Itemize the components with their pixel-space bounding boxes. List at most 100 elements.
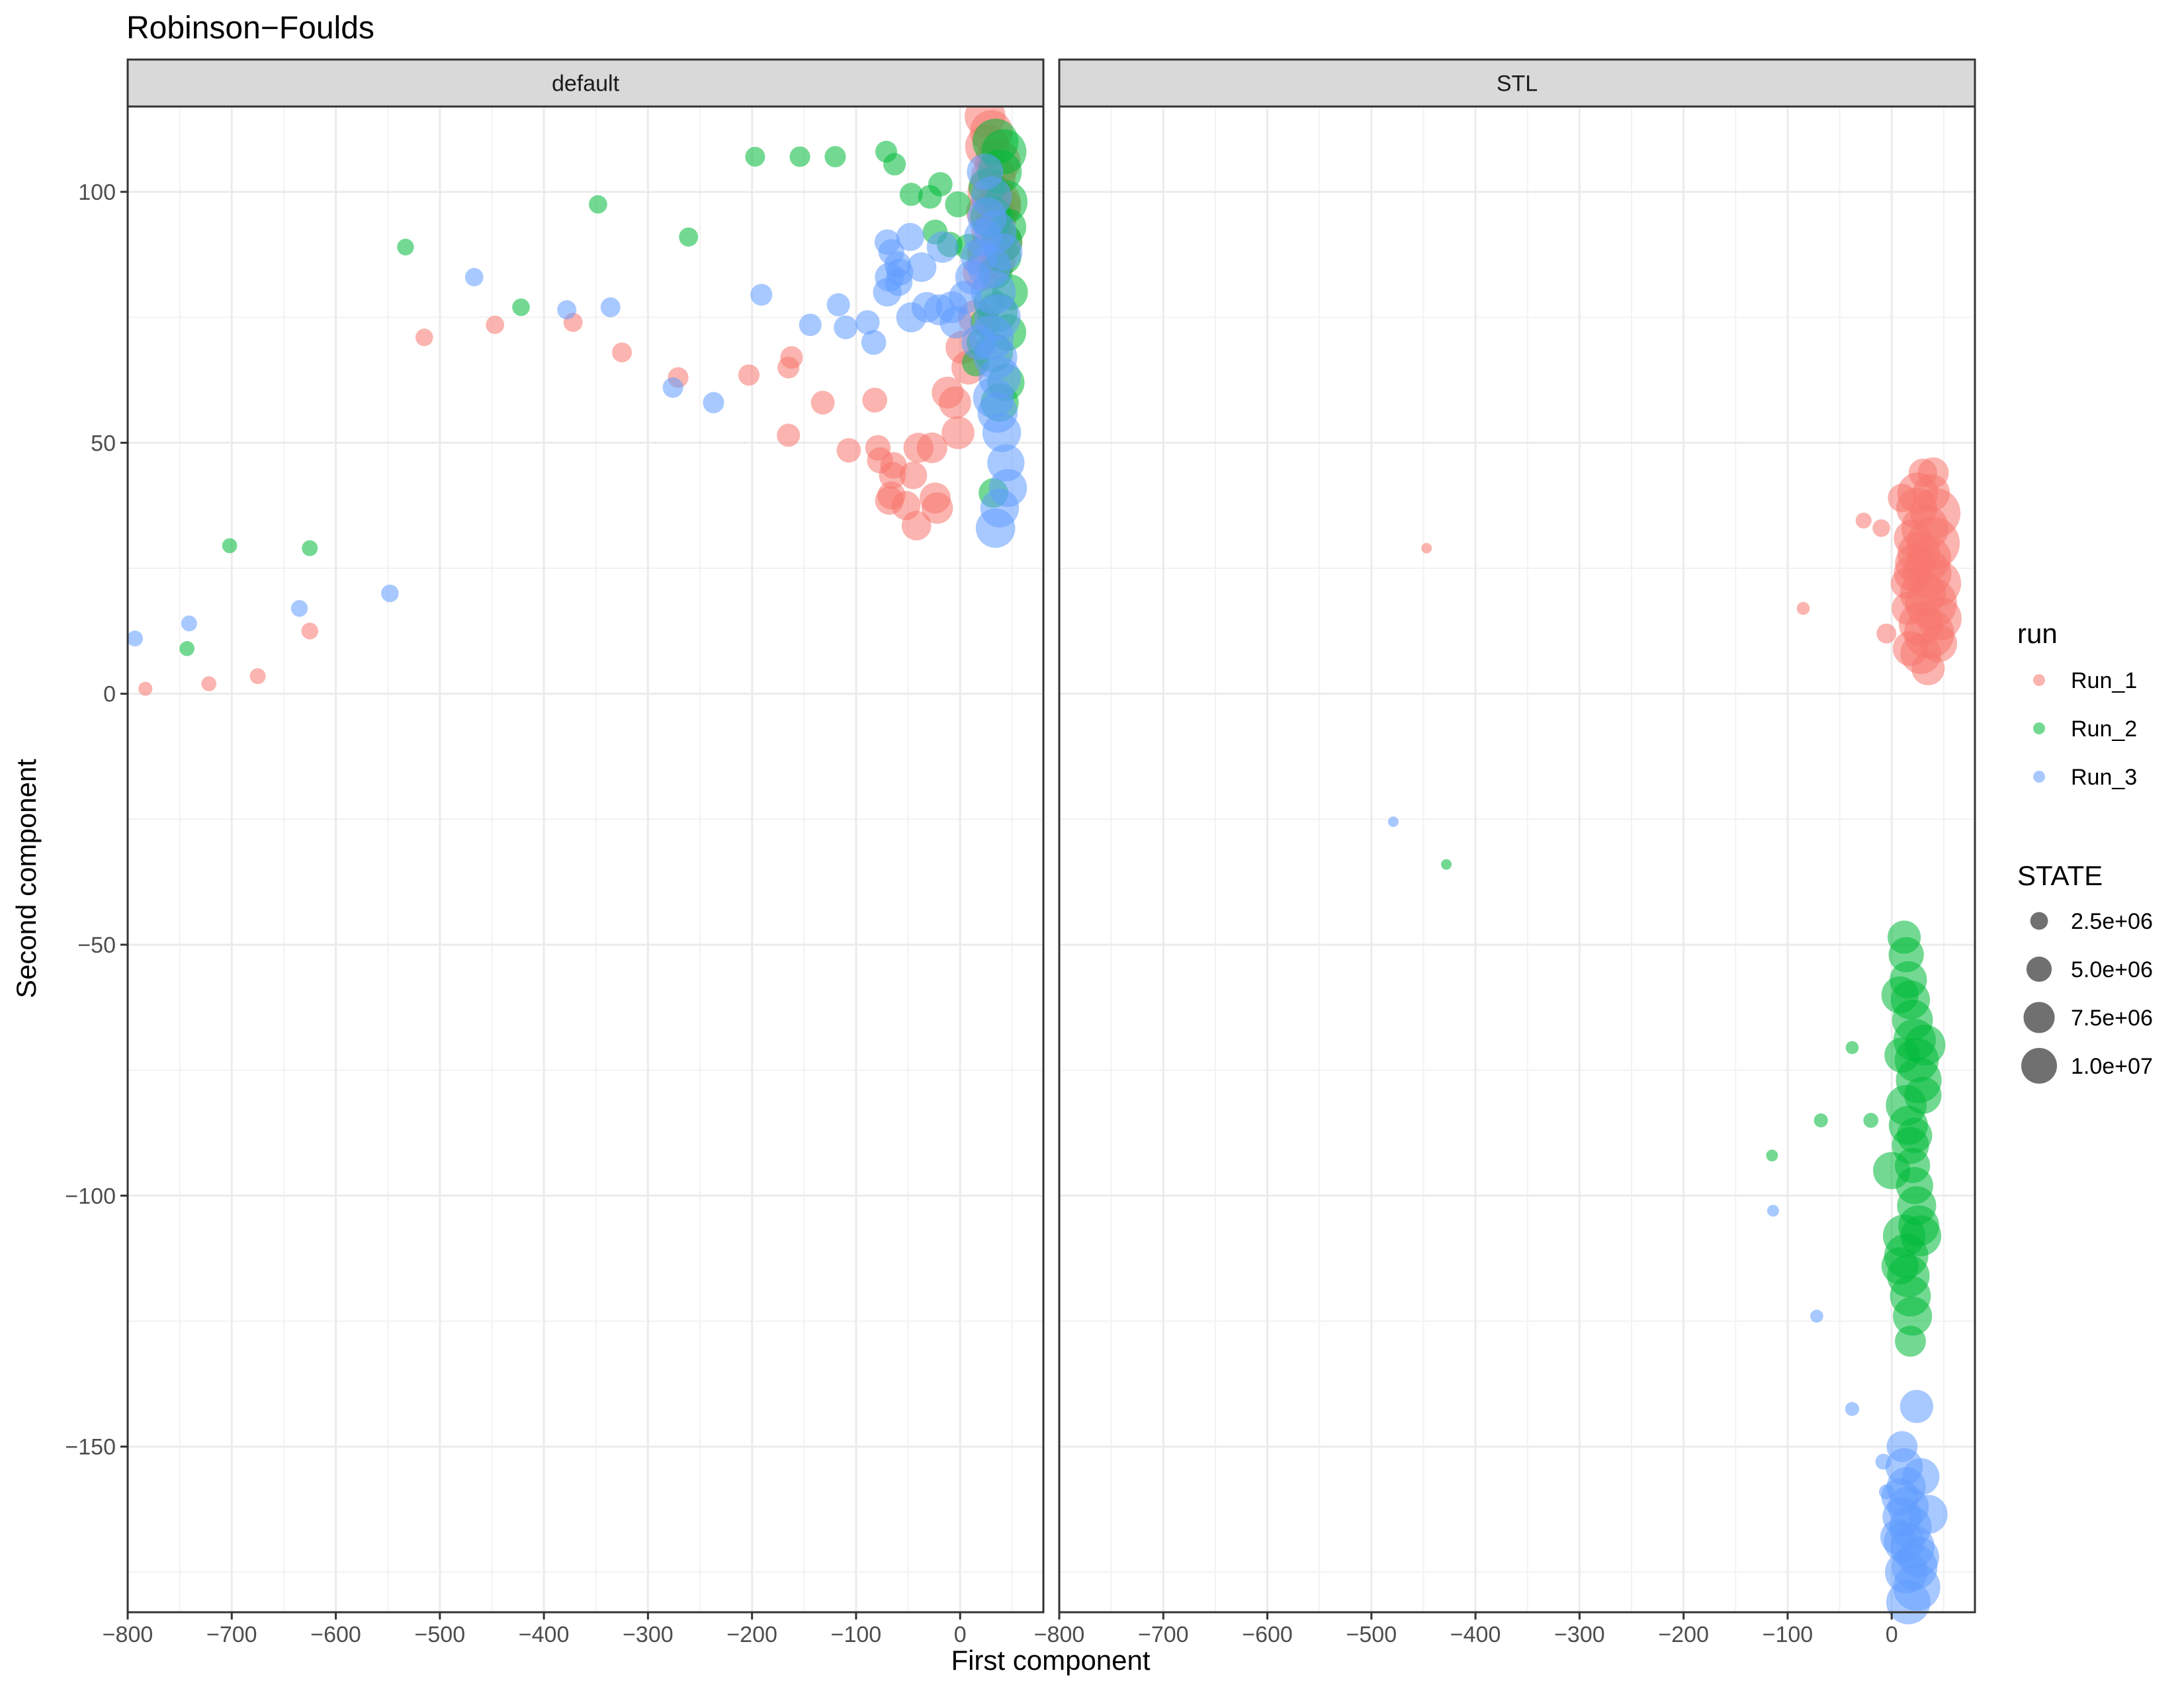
data-point bbox=[901, 511, 932, 541]
data-point bbox=[1876, 623, 1897, 644]
legend-size-label: 1.0e+07 bbox=[2071, 1054, 2153, 1079]
x-tick-label: −600 bbox=[1242, 1622, 1293, 1647]
chart-title: Robinson−Foulds bbox=[126, 11, 374, 46]
data-point bbox=[1881, 1247, 1919, 1285]
x-tick-label: −700 bbox=[1138, 1622, 1189, 1647]
data-point bbox=[938, 386, 971, 419]
data-point bbox=[899, 461, 928, 490]
x-tick-label: −500 bbox=[415, 1622, 466, 1647]
facet-strip bbox=[126, 58, 1045, 108]
data-point bbox=[126, 630, 144, 647]
data-point bbox=[1387, 816, 1399, 828]
panel-background bbox=[1059, 107, 1975, 1612]
legend-size-key bbox=[2030, 912, 2048, 930]
data-point bbox=[1863, 1113, 1879, 1128]
legend-size-key bbox=[2021, 1048, 2057, 1084]
x-tick-label: −200 bbox=[726, 1622, 777, 1647]
legend: run Run_1 Run_2 Run_3 STATE 2.5e+06 5.0e+06… bbox=[2017, 618, 2153, 1084]
x-tick-label: 0 bbox=[954, 1622, 967, 1647]
data-point bbox=[703, 392, 724, 413]
data-point bbox=[899, 183, 923, 206]
data-point bbox=[777, 423, 801, 447]
data-point bbox=[1813, 1113, 1828, 1128]
data-point bbox=[1796, 601, 1810, 615]
data-point bbox=[557, 300, 577, 320]
data-point bbox=[799, 313, 822, 337]
data-point bbox=[1872, 519, 1890, 537]
x-tick-label: −400 bbox=[519, 1622, 570, 1647]
data-point bbox=[945, 191, 971, 218]
y-tick-label: −50 bbox=[77, 933, 116, 958]
data-point bbox=[967, 153, 1004, 191]
data-point bbox=[745, 146, 765, 167]
data-point bbox=[896, 222, 924, 251]
legend-color-key bbox=[2033, 771, 2045, 783]
data-point bbox=[780, 346, 803, 369]
data-point bbox=[201, 676, 217, 691]
data-point bbox=[879, 462, 906, 490]
facet-strip-label: STL bbox=[1497, 71, 1538, 97]
data-point bbox=[179, 641, 195, 656]
data-point bbox=[750, 283, 773, 306]
x-tick-label: −100 bbox=[1763, 1622, 1813, 1647]
data-point bbox=[982, 413, 1022, 453]
x-tick-label: −400 bbox=[1450, 1622, 1501, 1647]
data-point bbox=[789, 146, 810, 167]
data-point bbox=[1895, 1325, 1926, 1357]
data-point bbox=[836, 438, 861, 463]
data-point bbox=[588, 195, 607, 214]
x-tick-label: −600 bbox=[310, 1622, 361, 1647]
data-point bbox=[834, 315, 858, 339]
facet-strip bbox=[1058, 58, 1976, 108]
x-tick-label: −300 bbox=[623, 1622, 674, 1647]
data-point bbox=[1766, 1149, 1778, 1162]
series-run-3 bbox=[126, 153, 1027, 647]
data-point bbox=[662, 377, 683, 398]
data-point bbox=[486, 316, 505, 334]
data-point bbox=[926, 231, 959, 263]
data-point bbox=[826, 293, 850, 317]
data-point bbox=[1884, 1037, 1920, 1073]
data-point bbox=[939, 306, 973, 339]
panel-background bbox=[128, 107, 1043, 1612]
data-point bbox=[1421, 542, 1432, 554]
x-axis-label: First component bbox=[951, 1645, 1150, 1676]
data-point bbox=[415, 328, 433, 347]
legend-color-label: Run_2 bbox=[2071, 716, 2137, 742]
data-point bbox=[181, 615, 197, 632]
data-point bbox=[222, 538, 238, 554]
data-point bbox=[862, 387, 888, 413]
data-point bbox=[512, 298, 530, 316]
data-point bbox=[290, 599, 308, 617]
y-tick-label: 100 bbox=[78, 180, 116, 205]
data-point bbox=[906, 252, 937, 282]
series-run-1 bbox=[1421, 457, 1962, 685]
legend-size-label: 5.0e+06 bbox=[2071, 957, 2153, 982]
data-point bbox=[855, 310, 880, 335]
data-point bbox=[1897, 1117, 1933, 1153]
data-point bbox=[381, 584, 399, 603]
legend-color-label: Run_3 bbox=[2071, 765, 2137, 790]
data-point bbox=[1900, 1389, 1934, 1424]
data-point bbox=[738, 364, 760, 386]
panel-stl: STL bbox=[1058, 58, 1976, 1625]
legend-color-key bbox=[2033, 674, 2045, 686]
data-point bbox=[875, 262, 904, 292]
data-point bbox=[1881, 976, 1919, 1014]
legend-size-key bbox=[2023, 1002, 2055, 1033]
data-point bbox=[1902, 1458, 1940, 1496]
data-point bbox=[1845, 1402, 1860, 1416]
data-point bbox=[824, 146, 846, 167]
legend-color-key bbox=[2033, 722, 2045, 734]
data-point bbox=[138, 681, 153, 696]
data-point bbox=[883, 153, 906, 176]
data-point bbox=[1810, 1309, 1823, 1323]
data-point bbox=[301, 623, 318, 640]
data-point bbox=[679, 227, 699, 247]
x-tick-label: −500 bbox=[1346, 1622, 1397, 1647]
data-point bbox=[397, 238, 414, 256]
x-tick-label: 0 bbox=[1886, 1622, 1898, 1647]
size-legend-title: STATE bbox=[2017, 860, 2103, 891]
data-point bbox=[1900, 1215, 1942, 1256]
